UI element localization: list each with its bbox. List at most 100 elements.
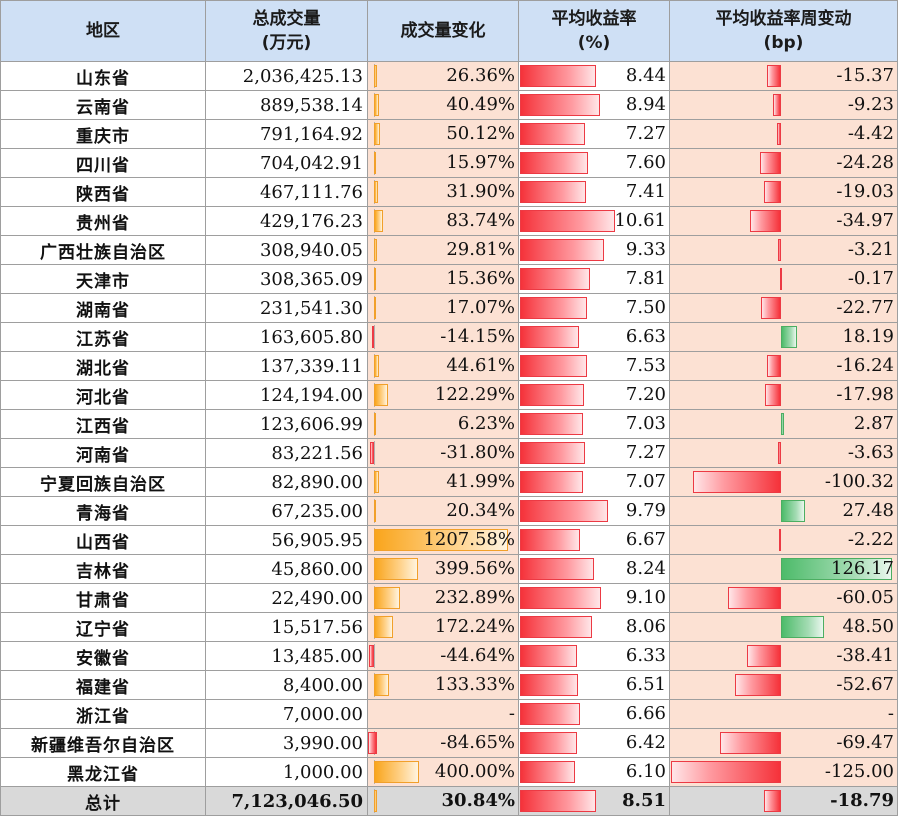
change-value: -84.65% — [440, 732, 515, 753]
yield-cell: 6.67 — [518, 525, 670, 555]
change-cell: 1207.58% — [367, 525, 519, 555]
change-cell: 400.00% — [367, 757, 519, 787]
table-row: 吉林省 45,860.00 399.56% 8.24 126.17 — [0, 554, 898, 584]
yield-bar — [520, 500, 608, 522]
change-bar — [372, 326, 374, 348]
yield-cell: 8.51 — [518, 786, 670, 816]
bp-change-cell: -34.97 — [669, 206, 898, 236]
yield-cell: 6.51 — [518, 670, 670, 700]
volume-cell: 231,541.30 — [205, 293, 368, 323]
yield-value: 7.41 — [625, 181, 666, 202]
change-cell: 29.81% — [367, 235, 519, 265]
table-row: 辽宁省 15,517.56 172.24% 8.06 48.50 — [0, 612, 898, 642]
bp-change-bar — [760, 297, 781, 319]
yield-value: 7.03 — [625, 413, 666, 434]
volume-cell: 308,365.09 — [205, 264, 368, 294]
change-bar — [374, 413, 376, 435]
table-row: 天津市 308,365.09 15.36% 7.81 -0.17 — [0, 264, 898, 294]
region-cell: 福建省 — [0, 670, 206, 700]
yield-value: 8.24 — [625, 558, 666, 579]
volume-cell: 889,538.14 — [205, 90, 368, 120]
bp-change-bar — [767, 65, 781, 87]
region-cell: 河北省 — [0, 380, 206, 410]
change-value: 50.12% — [446, 123, 515, 144]
volume-cell: 429,176.23 — [205, 206, 368, 236]
bp-change-cell: 2.87 — [669, 409, 898, 439]
yield-bar — [520, 268, 590, 290]
region-cell: 湖南省 — [0, 293, 206, 323]
change-value: -44.64% — [440, 645, 515, 666]
yield-value: 6.67 — [625, 529, 666, 550]
bp-change-value: -60.05 — [836, 587, 894, 608]
table-body: 山东省 2,036,425.13 26.36% 8.44 -15.37 云南省 889,53… — [0, 61, 898, 816]
table-row: 青海省 67,235.00 20.34% 9.79 27.48 — [0, 496, 898, 526]
yield-bar — [520, 65, 596, 87]
table-row: 浙江省 7,000.00 - 6.66 - — [0, 699, 898, 729]
yield-bar — [520, 442, 586, 464]
change-value: 44.61% — [446, 355, 515, 376]
change-value: 1207.58% — [423, 529, 515, 550]
yield-cell: 9.79 — [518, 496, 670, 526]
bp-change-cell: -2.22 — [669, 525, 898, 555]
change-value: 172.24% — [434, 616, 515, 637]
volume-cell: 45,860.00 — [205, 554, 368, 584]
yield-cell: 10.61 — [518, 206, 670, 236]
bp-change-bar — [719, 732, 781, 754]
bp-change-bar — [781, 413, 784, 435]
volume-cell: 56,905.95 — [205, 525, 368, 555]
yield-cell: 6.10 — [518, 757, 670, 787]
header-bp-change: 平均收益率周变动 (bp) — [669, 0, 898, 62]
change-value: 31.90% — [446, 181, 515, 202]
bp-change-bar — [759, 152, 781, 174]
bp-change-bar — [781, 326, 798, 348]
yield-bar — [520, 297, 588, 319]
bp-change-value: 48.50 — [842, 616, 894, 637]
change-value: 122.29% — [434, 384, 515, 405]
change-bar — [374, 384, 388, 406]
volume-cell: 704,042.91 — [205, 148, 368, 178]
yield-cell: 9.10 — [518, 583, 670, 613]
change-cell: 44.61% — [367, 351, 519, 381]
yield-cell: 7.60 — [518, 148, 670, 178]
yield-cell: 6.63 — [518, 322, 670, 352]
bp-change-value: -3.21 — [847, 239, 894, 260]
volume-cell: 22,490.00 — [205, 583, 368, 613]
yield-bar — [520, 761, 575, 783]
change-bar — [370, 442, 374, 464]
volume-cell: 137,339.11 — [205, 351, 368, 381]
bp-change-value: -100.32 — [824, 471, 894, 492]
change-bar — [374, 210, 384, 232]
bp-change-cell: -17.98 — [669, 380, 898, 410]
table-row: 江西省 123,606.99 6.23% 7.03 2.87 — [0, 409, 898, 439]
table-row: 安徽省 13,485.00 -44.64% 6.33 -38.41 — [0, 641, 898, 671]
yield-cell: 8.06 — [518, 612, 670, 642]
yield-bar — [520, 94, 600, 116]
bp-change-value: -22.77 — [836, 297, 894, 318]
region-cell: 宁夏回族自治区 — [0, 467, 206, 497]
header-yield: 平均收益率 (%) — [518, 0, 670, 62]
bp-change-value: -16.24 — [836, 355, 894, 376]
change-cell: 17.07% — [367, 293, 519, 323]
bp-change-cell: -4.42 — [669, 119, 898, 149]
yield-value: 9.33 — [625, 239, 666, 260]
bp-change-value: -69.47 — [836, 732, 894, 753]
volume-cell: 467,111.76 — [205, 177, 368, 207]
bp-change-cell: -100.32 — [669, 467, 898, 497]
bp-change-cell: 18.19 — [669, 322, 898, 352]
bp-change-value: 126.17 — [831, 558, 894, 579]
table-row: 福建省 8,400.00 133.33% 6.51 -52.67 — [0, 670, 898, 700]
bp-change-value: - — [887, 703, 894, 724]
bp-change-value: -4.42 — [847, 123, 894, 144]
header-volume: 总成交量 (万元) — [205, 0, 368, 62]
table-row: 重庆市 791,164.92 50.12% 7.27 -4.42 — [0, 119, 898, 149]
change-value: 400.00% — [434, 761, 515, 782]
change-value: 29.81% — [446, 239, 515, 260]
change-bar — [374, 268, 376, 290]
bp-change-cell: -0.17 — [669, 264, 898, 294]
change-value: -14.15% — [440, 326, 515, 347]
change-cell: 83.74% — [367, 206, 519, 236]
change-cell: 26.36% — [367, 61, 519, 91]
volume-cell: 308,940.05 — [205, 235, 368, 265]
volume-cell: 13,485.00 — [205, 641, 368, 671]
yield-cell: 9.33 — [518, 235, 670, 265]
